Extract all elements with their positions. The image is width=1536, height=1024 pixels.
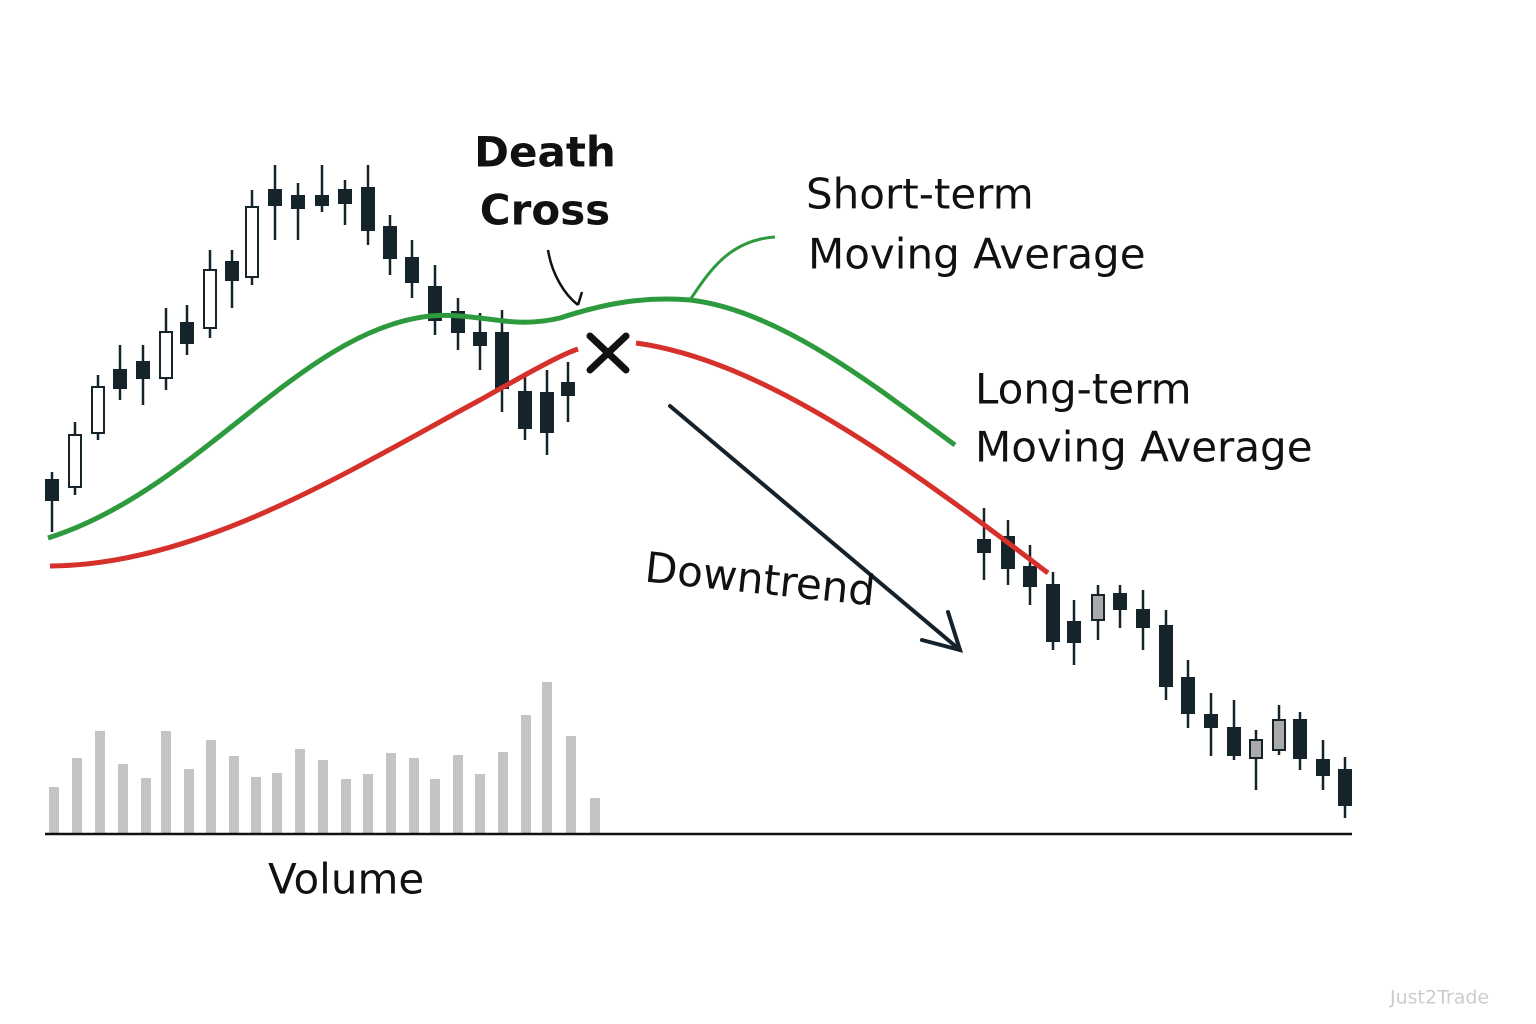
volume-bar xyxy=(95,731,105,833)
death-cross-pointer xyxy=(546,249,584,306)
candle-body xyxy=(268,189,282,206)
title-line: Cross xyxy=(480,186,610,235)
candle-body xyxy=(518,391,532,429)
candle-body xyxy=(1338,769,1352,806)
candle-body xyxy=(338,189,352,204)
candle-body xyxy=(361,187,375,231)
candle-body xyxy=(977,539,991,553)
candle-body xyxy=(473,332,487,346)
candle-body xyxy=(291,195,305,209)
candle-body xyxy=(203,269,217,329)
candle-body xyxy=(159,331,173,379)
candle-body xyxy=(1091,594,1105,621)
candle-body xyxy=(540,392,554,433)
volume-bar xyxy=(475,774,485,833)
candle-body xyxy=(315,195,329,206)
short-term-label: Moving Average xyxy=(808,230,1146,279)
candle-body xyxy=(68,434,82,488)
long-term-ma xyxy=(635,340,1050,575)
watermark: Just2Trade xyxy=(1389,987,1489,1009)
short-term-label: Short-term xyxy=(806,170,1034,219)
candle-body xyxy=(1159,625,1173,687)
candle-body xyxy=(1113,593,1127,610)
candle-body xyxy=(495,332,509,389)
candle-body xyxy=(1181,677,1195,714)
volume-bar xyxy=(272,773,282,833)
candle-body xyxy=(136,361,150,379)
long-term-label: Moving Average xyxy=(975,423,1313,472)
volume-bar xyxy=(363,774,373,833)
downtrend-arrow xyxy=(668,404,963,653)
volume-bar xyxy=(161,731,171,833)
long-term-ma xyxy=(49,346,579,569)
cross-mark xyxy=(586,332,630,374)
volume-bar xyxy=(318,760,328,833)
title-line: Death xyxy=(474,128,616,177)
volume-bar xyxy=(141,778,151,833)
volume-bar xyxy=(229,756,239,833)
candle-body xyxy=(1272,719,1286,751)
volume-bar xyxy=(184,769,194,833)
volume-bar xyxy=(118,764,128,833)
volume-bar xyxy=(386,753,396,833)
candle-body xyxy=(405,257,419,283)
candle-body xyxy=(91,386,105,434)
volume-bar xyxy=(498,752,508,833)
volume-bar xyxy=(566,736,576,833)
volume-bar xyxy=(521,715,531,833)
short-term-ma xyxy=(47,296,957,541)
candle-body xyxy=(180,322,194,344)
candle-body xyxy=(245,206,259,278)
volume-bar xyxy=(542,682,552,833)
candles xyxy=(45,165,1352,818)
long-term-label: Long-term xyxy=(975,365,1192,414)
short-term-pointer xyxy=(688,235,776,301)
candle-body xyxy=(428,286,442,321)
volume-bar xyxy=(590,798,600,833)
volume-bar xyxy=(49,787,59,833)
candle-body xyxy=(1316,759,1330,776)
candle-body xyxy=(225,261,239,281)
candle-body xyxy=(1023,566,1037,587)
candle-body xyxy=(561,382,575,396)
candle-body xyxy=(1136,609,1150,628)
volume-bar xyxy=(251,777,261,833)
candle-body xyxy=(113,369,127,389)
candle-body xyxy=(383,226,397,259)
candle-body xyxy=(45,479,59,501)
volume-bars xyxy=(49,682,600,833)
volume-bar xyxy=(206,740,216,833)
candle-body xyxy=(1067,621,1081,643)
volume-bar xyxy=(295,749,305,833)
volume-bar xyxy=(430,779,440,833)
candle-body xyxy=(1204,714,1218,728)
volume-bar xyxy=(72,758,82,833)
candle-body xyxy=(1293,719,1307,759)
candle-body xyxy=(1046,584,1060,642)
candle-body xyxy=(1249,739,1263,759)
volume-label: Volume xyxy=(268,855,424,904)
volume-bar xyxy=(341,779,351,833)
volume-bar xyxy=(409,758,419,833)
candle-body xyxy=(1227,727,1241,756)
volume-bar xyxy=(453,755,463,833)
